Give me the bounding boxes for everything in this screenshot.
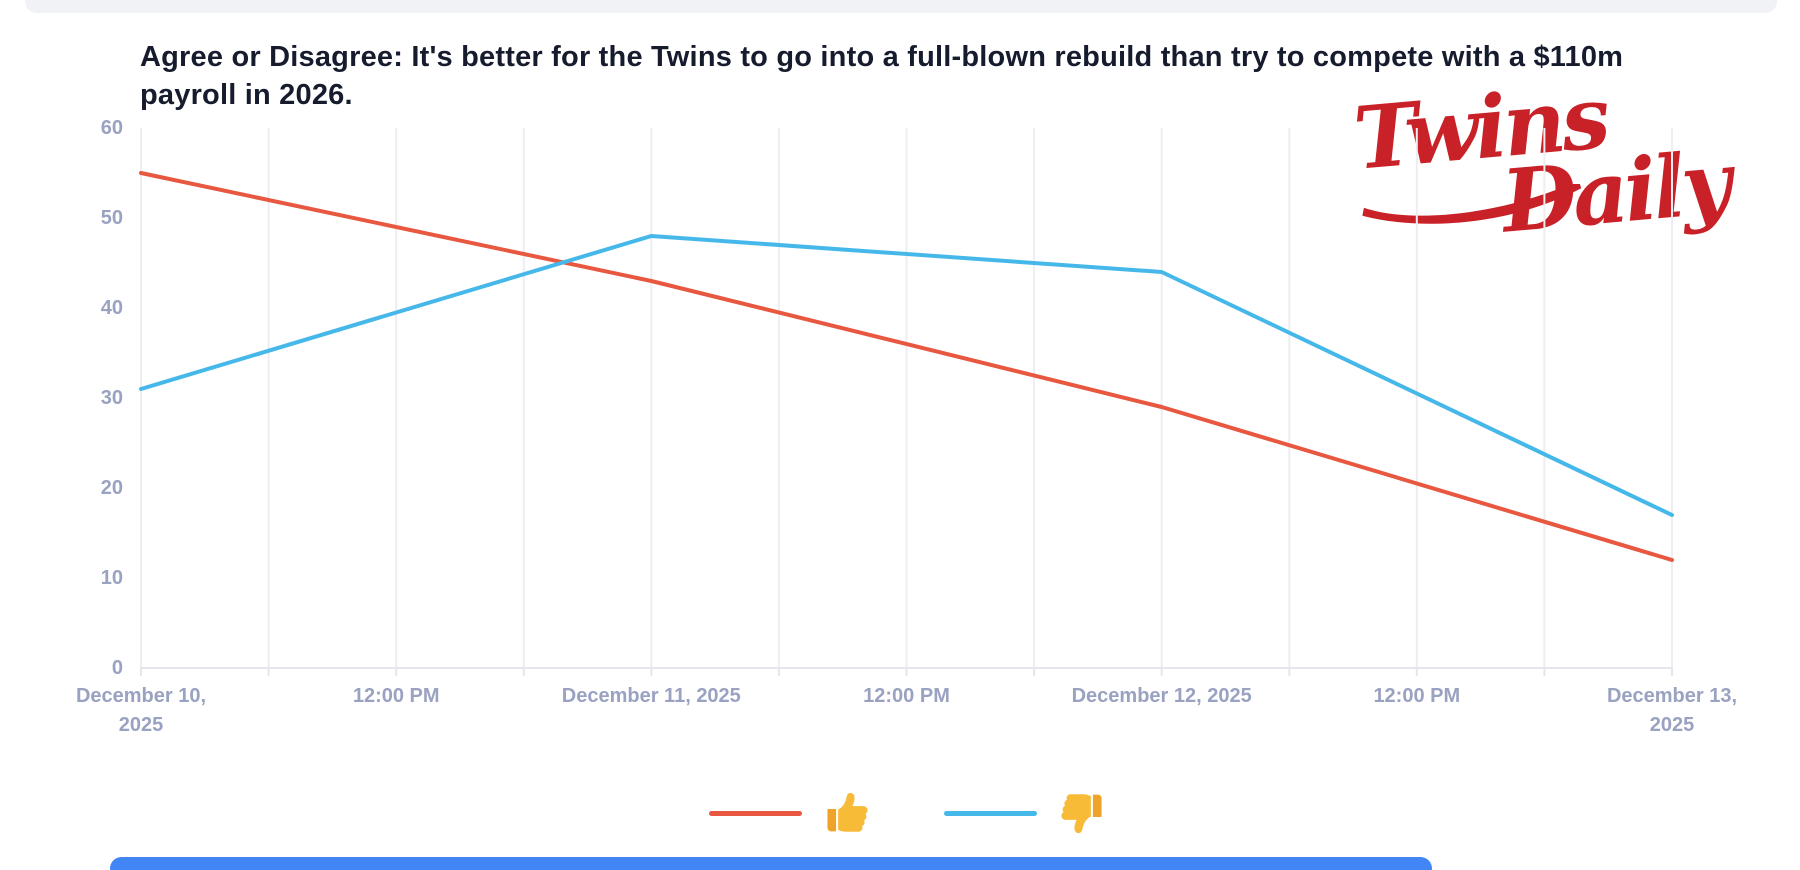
- x-axis-label: 12:00 PM: [1373, 685, 1461, 707]
- x-axis-label: December 11, 2025: [561, 685, 741, 707]
- agree-line-swatch: [708, 810, 802, 816]
- thumbs-down-emoji: [1060, 794, 1102, 834]
- x-axis-label: December 12, 2025: [1071, 685, 1252, 707]
- y-axis-label: 50: [100, 207, 123, 229]
- poll-question-title: Agree or Disagree: It's better for the T…: [140, 41, 1624, 111]
- x-axis-label: December 10, 2025: [75, 685, 207, 736]
- bottom-blue-bar: [110, 857, 1432, 870]
- chart-plot: [139, 128, 1674, 676]
- y-axis-label: 10: [100, 567, 123, 589]
- x-axis-label: 12:00 PM: [352, 685, 440, 707]
- disagree-line-swatch: [943, 810, 1037, 816]
- y-axis-label: 40: [100, 297, 123, 319]
- legend-item-agree[interactable]: [708, 790, 870, 836]
- top-card-edge: [25, 0, 1777, 13]
- chart-legend: [141, 790, 1672, 836]
- x-axis-label: December 13, 2025: [1606, 685, 1738, 736]
- y-axis-label: 60: [100, 117, 123, 139]
- thumbs-up-emoji: [826, 792, 868, 832]
- line-chart: 0 10 20 30 40 50 60 December 10, 2025 12:00 PM D…: [76, 117, 1737, 834]
- y-axis-label: 30: [100, 387, 123, 409]
- y-axis-label: 20: [100, 477, 123, 499]
- x-axis-label: 12:00 PM: [863, 685, 950, 707]
- y-axis-label: 0: [111, 657, 123, 679]
- legend-item-disagree[interactable]: [943, 790, 1105, 836]
